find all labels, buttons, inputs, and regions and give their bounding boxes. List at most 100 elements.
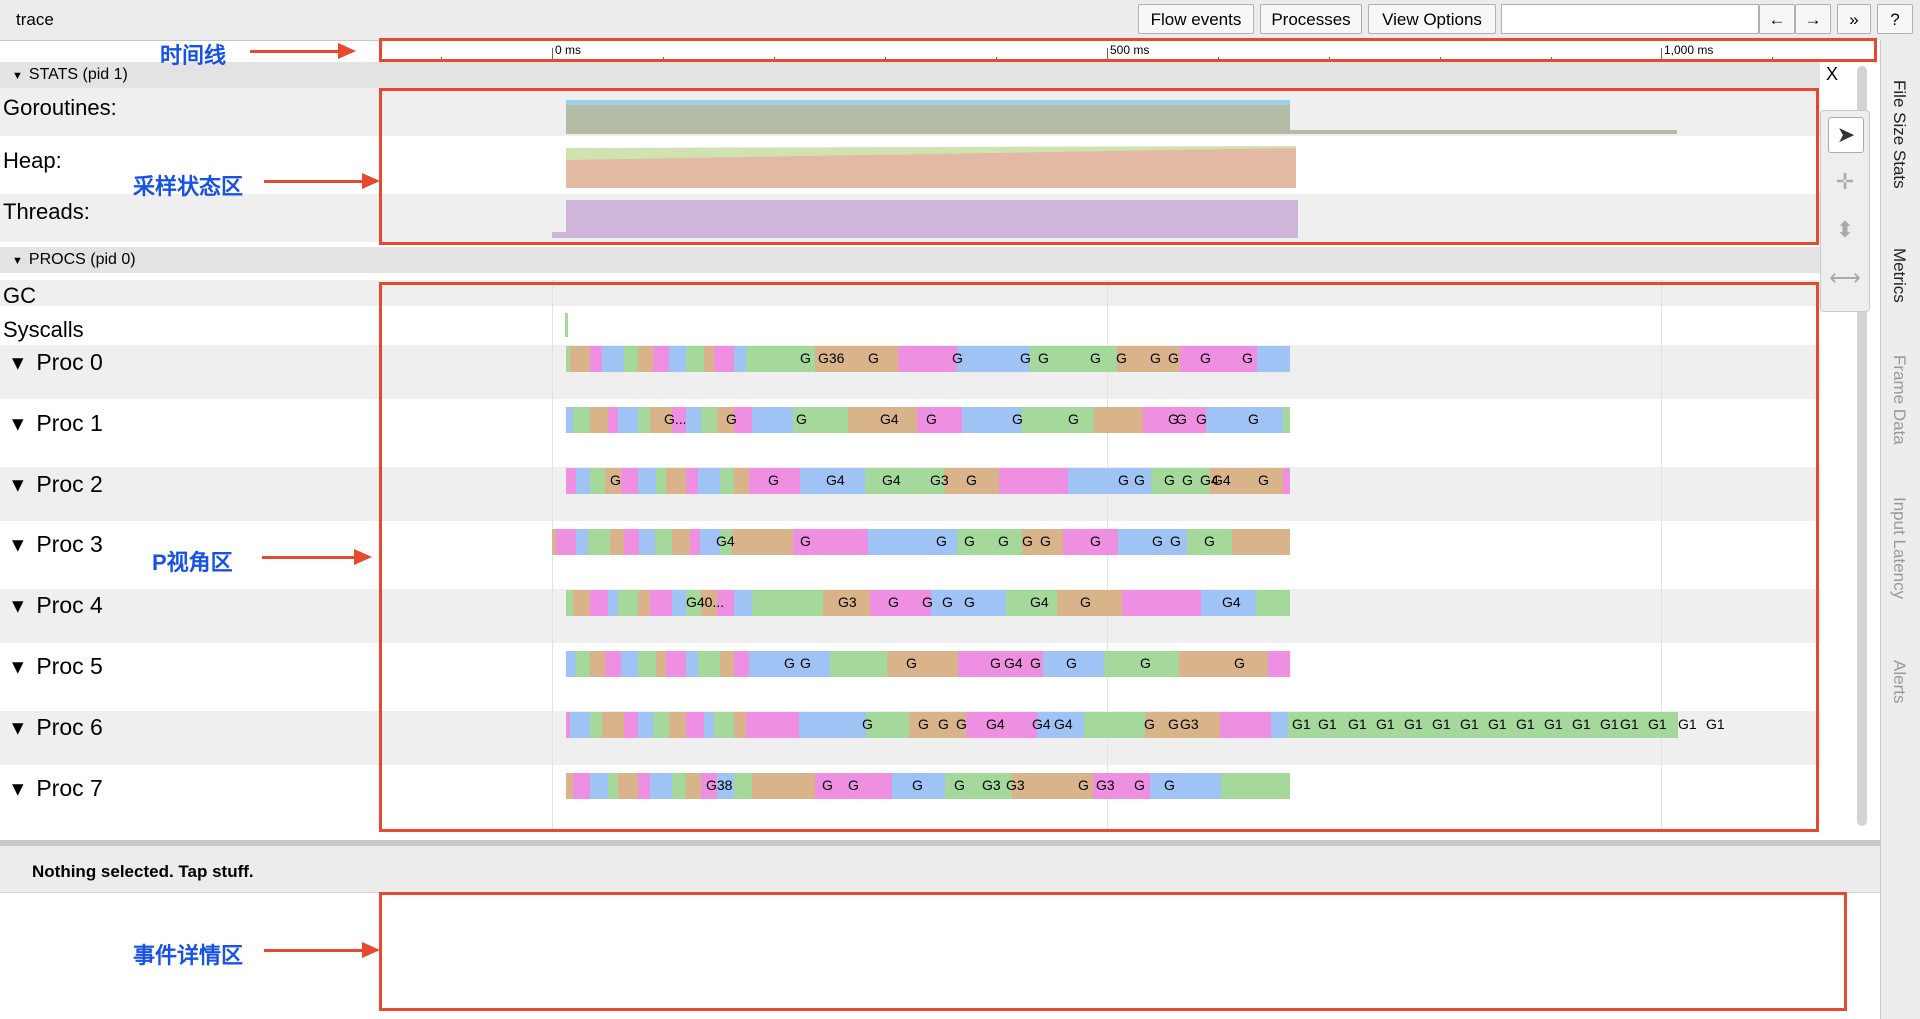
- goroutine-slice[interactable]: [686, 712, 696, 738]
- goroutine-slice[interactable]: [1057, 590, 1102, 616]
- goroutine-slice[interactable]: [991, 773, 1012, 799]
- goroutine-slice[interactable]: [734, 773, 744, 799]
- goroutine-slice[interactable]: [614, 346, 624, 372]
- goroutine-slice[interactable]: [734, 468, 738, 494]
- goroutine-slice[interactable]: [638, 407, 645, 433]
- goroutine-slice[interactable]: [590, 651, 594, 677]
- goroutine-slice[interactable]: [600, 407, 608, 433]
- goroutine-slice[interactable]: [1036, 529, 1063, 555]
- goroutine-slice[interactable]: [1067, 651, 1104, 677]
- goroutine-slice[interactable]: [1268, 651, 1290, 677]
- goroutine-slice[interactable]: [581, 712, 590, 738]
- goroutine-slice[interactable]: [605, 468, 614, 494]
- goroutine-slice[interactable]: [608, 590, 614, 616]
- goroutine-slice[interactable]: [696, 346, 704, 372]
- goroutine-slice[interactable]: [1112, 407, 1143, 433]
- goroutine-slice[interactable]: [602, 346, 614, 372]
- goroutine-slice[interactable]: [570, 712, 581, 738]
- goroutine-slice[interactable]: [672, 773, 680, 799]
- goroutine-slice[interactable]: [830, 651, 852, 677]
- goroutine-slice[interactable]: [1142, 346, 1180, 372]
- goroutine-slice[interactable]: [628, 529, 639, 555]
- flow-events-button[interactable]: Flow events: [1138, 4, 1254, 34]
- goroutine-slice[interactable]: [876, 407, 917, 433]
- goroutine-slice[interactable]: [662, 407, 672, 433]
- goroutine-slice[interactable]: [642, 346, 653, 372]
- goroutine-slice[interactable]: [931, 590, 962, 616]
- goroutine-slice[interactable]: [720, 468, 728, 494]
- goroutine-slice[interactable]: [701, 590, 710, 616]
- goroutine-slice[interactable]: [714, 712, 725, 738]
- goroutine-slice[interactable]: [1103, 468, 1151, 494]
- goroutine-slice[interactable]: [1206, 407, 1238, 433]
- goroutine-slice[interactable]: [734, 590, 744, 616]
- collapse-triangle-icon[interactable]: ▼: [12, 70, 23, 82]
- goroutine-slice[interactable]: [727, 529, 732, 555]
- goroutine-slice[interactable]: [1217, 651, 1268, 677]
- goroutine-slice[interactable]: [629, 590, 638, 616]
- goroutine-slice[interactable]: [848, 407, 876, 433]
- goroutine-slice[interactable]: [650, 773, 662, 799]
- goroutine-slice[interactable]: [1102, 590, 1122, 616]
- goroutine-slice[interactable]: [556, 529, 567, 555]
- goroutine-slice[interactable]: [725, 712, 734, 738]
- goroutine-slice[interactable]: [957, 529, 983, 555]
- goroutine-slice[interactable]: [674, 346, 686, 372]
- goroutine-slice[interactable]: [1271, 712, 1290, 738]
- goroutine-slice[interactable]: [626, 468, 638, 494]
- goroutine-slice[interactable]: [696, 712, 704, 738]
- goroutine-slice[interactable]: [845, 468, 865, 494]
- goroutine-slice[interactable]: [1232, 529, 1274, 555]
- goroutine-slice[interactable]: [957, 346, 1006, 372]
- goroutine-slice[interactable]: [815, 346, 850, 372]
- goroutine-slice[interactable]: [690, 407, 701, 433]
- goroutine-slice[interactable]: [638, 468, 648, 494]
- goroutine-slice[interactable]: [1145, 712, 1176, 738]
- goroutine-slice[interactable]: [624, 712, 632, 738]
- goroutine-slice[interactable]: [614, 468, 621, 494]
- goroutine-slice[interactable]: [1127, 712, 1145, 738]
- goroutine-slice[interactable]: [690, 773, 701, 799]
- goroutine-slice[interactable]: [732, 529, 756, 555]
- goroutine-slice[interactable]: [717, 773, 722, 799]
- goroutine-slice[interactable]: [680, 590, 686, 616]
- goroutine-slice[interactable]: [566, 590, 573, 616]
- goroutine-slice[interactable]: [962, 407, 1004, 433]
- goroutine-slice[interactable]: [1046, 773, 1093, 799]
- goroutine-slice[interactable]: [645, 773, 650, 799]
- goroutine-slice[interactable]: [650, 590, 662, 616]
- procs-section-header[interactable]: ▼ PROCS (pid 0): [0, 247, 1820, 273]
- goroutine-slice[interactable]: [686, 651, 693, 677]
- goroutine-slice[interactable]: [766, 407, 793, 433]
- goroutine-slice[interactable]: [1231, 346, 1257, 372]
- goroutine-slice[interactable]: [1203, 529, 1232, 555]
- goroutine-slice[interactable]: [1221, 773, 1257, 799]
- goroutine-slice[interactable]: [638, 773, 645, 799]
- close-stats-button[interactable]: X: [1826, 64, 1839, 84]
- goroutine-slice[interactable]: [749, 468, 768, 494]
- goroutine-slice[interactable]: [966, 712, 995, 738]
- goroutine-slice[interactable]: [892, 773, 912, 799]
- proc-4-label[interactable]: ▾ Proc 4: [12, 592, 103, 618]
- stats-counter-charts[interactable]: [0, 0, 1920, 260]
- goroutine-slice[interactable]: [734, 346, 741, 372]
- goroutine-slice[interactable]: [738, 651, 749, 677]
- goroutine-slice[interactable]: [656, 468, 662, 494]
- goroutine-slice[interactable]: [1259, 468, 1283, 494]
- goroutine-slice[interactable]: [704, 346, 710, 372]
- goroutine-slice[interactable]: [600, 590, 608, 616]
- goroutine-slice[interactable]: [648, 468, 656, 494]
- goroutine-slice[interactable]: [710, 346, 714, 372]
- goroutine-slice[interactable]: [840, 590, 870, 616]
- goroutine-slice[interactable]: [618, 529, 624, 555]
- goroutine-slice[interactable]: [752, 407, 766, 433]
- goroutine-slice[interactable]: [1021, 407, 1051, 433]
- goroutine-slice[interactable]: [720, 529, 727, 555]
- goroutine-slice[interactable]: [594, 468, 605, 494]
- goroutine-slice[interactable]: [638, 590, 645, 616]
- goroutine-slice[interactable]: [913, 590, 931, 616]
- zoom-icon[interactable]: ⬍: [1835, 217, 1855, 242]
- goroutine-slice[interactable]: [868, 529, 906, 555]
- goroutine-slice[interactable]: [746, 712, 785, 738]
- goroutine-slice[interactable]: [1151, 468, 1174, 494]
